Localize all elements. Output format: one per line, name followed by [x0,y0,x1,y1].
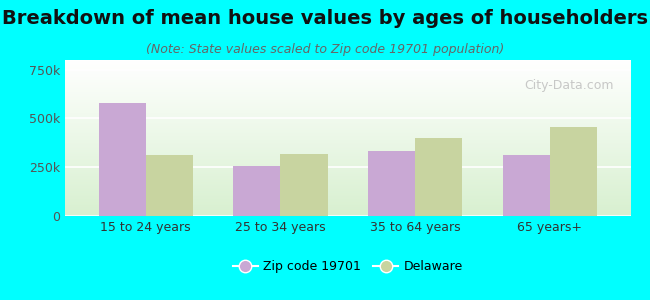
Text: City-Data.com: City-Data.com [524,79,614,92]
Bar [550,127,597,216]
Bar [502,154,550,216]
Bar [99,103,146,216]
Bar [146,154,193,216]
Text: (Note: State values scaled to Zip code 19701 population): (Note: State values scaled to Zip code 1… [146,44,504,56]
Bar [233,166,280,216]
Text: Breakdown of mean house values by ages of householders: Breakdown of mean house values by ages o… [2,9,648,28]
Legend: Zip code 19701, Delaware: Zip code 19701, Delaware [228,255,467,278]
Bar [280,154,328,216]
Bar [368,151,415,216]
Bar [415,138,462,216]
